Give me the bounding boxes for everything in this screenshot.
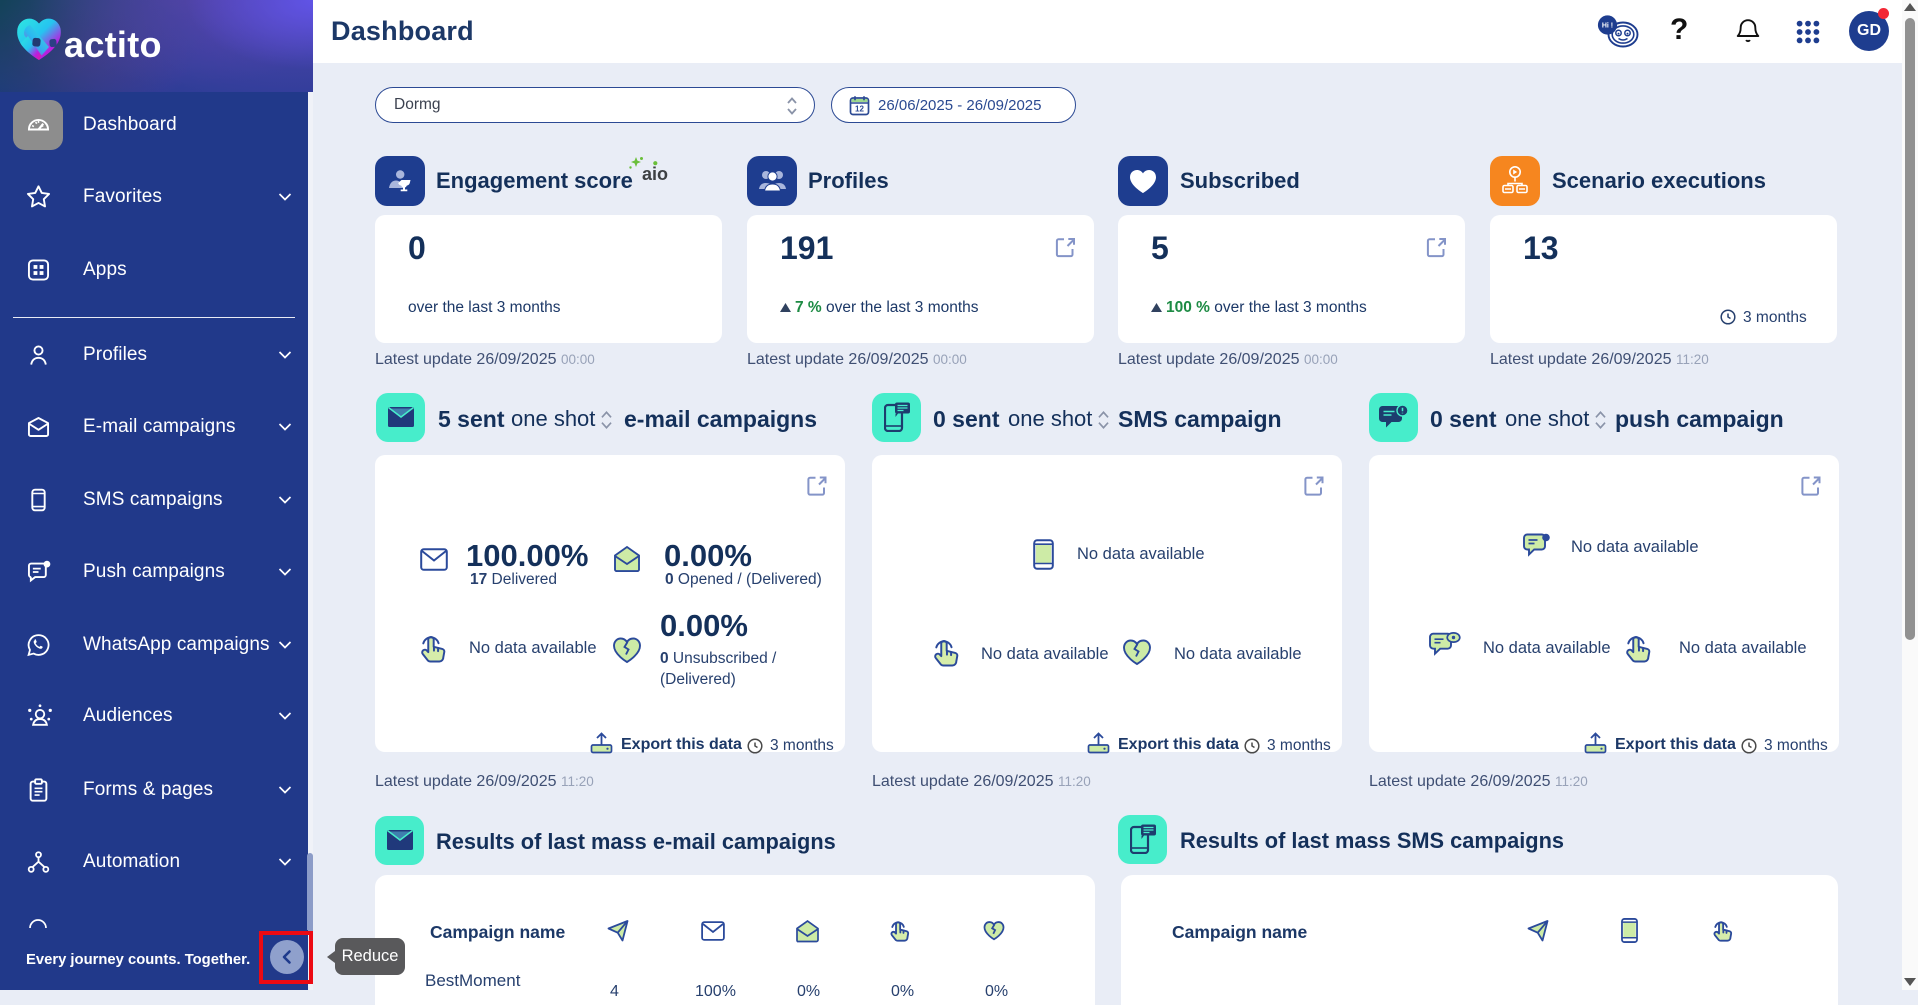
svg-text:aio: aio: [642, 164, 668, 184]
svg-text:12: 12: [855, 105, 864, 114]
svg-text:Hi !: Hi !: [1602, 23, 1613, 30]
